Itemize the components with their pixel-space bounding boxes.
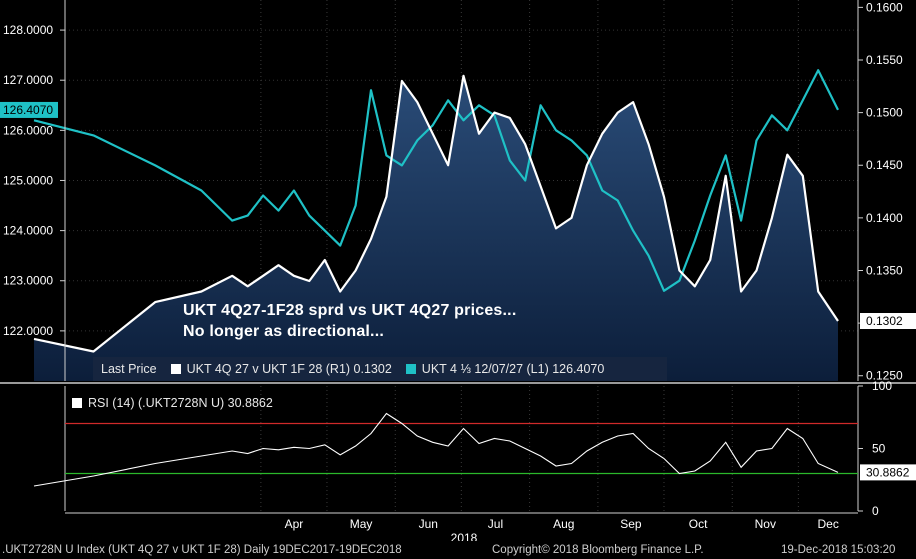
price-chart-legend: Last Price UKT 4Q 27 v UKT 1F 28 (R1) 0.… bbox=[93, 357, 667, 381]
left-tick-label: 125.0000 bbox=[3, 173, 53, 187]
footer-bar: .UKT2728N U Index (UKT 4Q 27 v UKT 1F 28… bbox=[0, 541, 916, 559]
x-tick-label: Oct bbox=[689, 517, 708, 531]
left-last-value-label: 126.4070 bbox=[3, 103, 53, 117]
spread-area-fill bbox=[34, 75, 838, 382]
rsi-tick-label: 100 bbox=[872, 379, 892, 393]
x-tick-label: Jul bbox=[488, 517, 503, 531]
x-tick-label: Jun bbox=[419, 517, 438, 531]
footer-timestamp: 19-Dec-2018 15:03:20 bbox=[781, 544, 896, 556]
left-tick-label: 128.0000 bbox=[3, 23, 53, 37]
legend-item-price: UKT 4 ⅓ 12/07/27 (L1) 126.4070 bbox=[421, 362, 605, 376]
rsi-legend-label: RSI (14) (.UKT2728N U) 30.8862 bbox=[88, 396, 273, 410]
right-last-value-label: 0.1302 bbox=[866, 314, 903, 328]
right-tick-label: 0.1500 bbox=[866, 106, 903, 120]
left-tick-label: 123.0000 bbox=[3, 274, 53, 288]
left-tick-label: 124.0000 bbox=[3, 224, 53, 238]
x-tick-label: May bbox=[350, 517, 373, 531]
right-tick-label: 0.1400 bbox=[866, 211, 903, 225]
legend-swatch-spread bbox=[170, 364, 181, 374]
left-tick-label: 127.0000 bbox=[3, 73, 53, 87]
price-series-line bbox=[33, 69, 839, 292]
x-tick-label: Sep bbox=[620, 517, 642, 531]
left-last-value-box bbox=[0, 101, 58, 118]
rsi-tick-label: 50 bbox=[872, 442, 886, 456]
legend-title: Last Price bbox=[101, 362, 157, 376]
left-tick-label: 126.0000 bbox=[3, 123, 53, 137]
rsi-last-value-box bbox=[860, 464, 916, 481]
rsi-legend-swatch bbox=[72, 398, 82, 408]
right-tick-label: 0.1550 bbox=[866, 53, 903, 67]
rsi-legend: RSI (14) (.UKT2728N U) 30.8862 bbox=[72, 396, 273, 410]
footer-security: .UKT2728N U Index (UKT 4Q 27 v UKT 1F 28… bbox=[2, 544, 402, 556]
left-tick-label: 122.0000 bbox=[3, 324, 53, 338]
right-tick-label: 0.1450 bbox=[866, 158, 903, 172]
legend-swatch-price bbox=[405, 364, 416, 374]
rsi-tick-label: 0 bbox=[872, 504, 879, 518]
right-tick-label: 0.1600 bbox=[866, 0, 903, 14]
x-tick-label: Aug bbox=[553, 517, 574, 531]
annotation-line-1: UKT 4Q27-1F28 sprd vs UKT 4Q27 prices... bbox=[183, 302, 517, 319]
right-last-value-box bbox=[860, 313, 916, 330]
x-tick-label: Nov bbox=[755, 517, 776, 531]
rsi-last-value-label: 30.8862 bbox=[866, 465, 910, 479]
rsi-series-line bbox=[33, 412, 839, 487]
footer-copyright: Copyright© 2018 Bloomberg Finance L.P. bbox=[492, 544, 704, 556]
spread-series-line bbox=[33, 74, 839, 353]
right-tick-label: 0.1350 bbox=[866, 263, 903, 277]
legend-item-spread: UKT 4Q 27 v UKT 1F 28 (R1) 0.1302 bbox=[186, 362, 392, 376]
chart-annotation: UKT 4Q27-1F28 sprd vs UKT 4Q27 prices...… bbox=[183, 300, 516, 342]
x-tick-label: Dec bbox=[818, 517, 839, 531]
x-tick-label: Apr bbox=[285, 517, 304, 531]
annotation-line-2: No longer as directional... bbox=[183, 323, 384, 340]
right-tick-label: 0.1250 bbox=[866, 369, 903, 383]
